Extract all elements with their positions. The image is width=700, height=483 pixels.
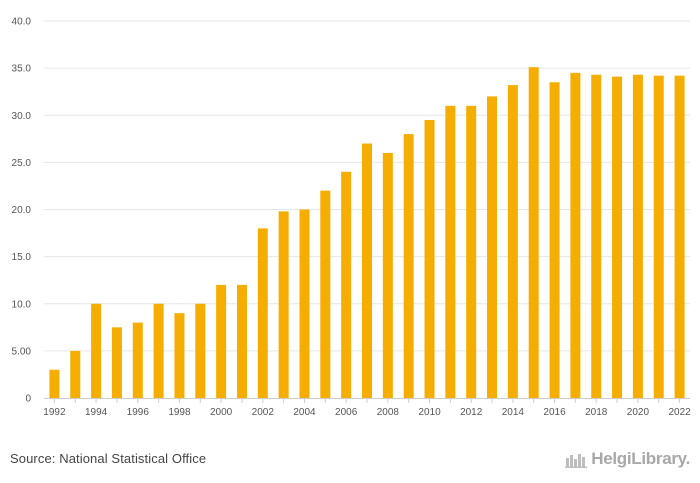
bar-2005[interactable]: [320, 190, 331, 398]
bar-1993[interactable]: [70, 350, 81, 398]
bar-2017[interactable]: [570, 72, 581, 399]
bar-2010[interactable]: [424, 119, 435, 399]
y-tick-label: 25.0: [12, 158, 32, 169]
bar-2002[interactable]: [257, 228, 268, 398]
x-tick-label: 2018: [585, 407, 608, 418]
bar-1994[interactable]: [91, 303, 102, 398]
bar-2021[interactable]: [653, 75, 664, 398]
bar-2001[interactable]: [236, 284, 247, 398]
bar-1992[interactable]: [49, 369, 60, 398]
bar-1998[interactable]: [174, 313, 185, 398]
bar-1996[interactable]: [132, 322, 143, 398]
x-tick-label: 2016: [543, 407, 566, 418]
x-tick-label: 1994: [85, 407, 108, 418]
x-tick-label: 2012: [460, 407, 483, 418]
bar-2016[interactable]: [549, 82, 560, 398]
bar-2019[interactable]: [612, 76, 623, 399]
bar-2020[interactable]: [632, 74, 643, 398]
y-tick-label: 10.0: [12, 299, 32, 310]
logo-text: HelgiLibrary.: [591, 449, 690, 468]
x-tick-label: 2004: [293, 407, 316, 418]
bar-2014[interactable]: [507, 85, 518, 398]
bar-2011[interactable]: [445, 105, 456, 398]
bar-2000[interactable]: [216, 284, 227, 398]
x-tick-label: 2020: [627, 407, 650, 418]
chart-footer: Source: National Statistical Office Helg…: [0, 440, 700, 480]
library-icon: [565, 454, 588, 468]
x-tick-label: 2022: [668, 407, 691, 418]
x-tick-label: 2010: [418, 407, 441, 418]
bar-2008[interactable]: [382, 152, 393, 398]
bar-1995[interactable]: [111, 327, 122, 398]
source-note: Source: National Statistical Office: [10, 451, 207, 466]
bar-2015[interactable]: [528, 67, 539, 399]
x-tick-label: 2006: [335, 407, 358, 418]
bar-2022[interactable]: [674, 75, 685, 398]
x-tick-label: 2000: [210, 407, 233, 418]
y-tick-label: 5.00: [12, 346, 32, 357]
y-tick-label: 15.0: [12, 252, 32, 263]
bar-2003[interactable]: [278, 211, 289, 398]
x-tick-label: 2002: [252, 407, 275, 418]
bar-2018[interactable]: [591, 74, 602, 398]
bar-1999[interactable]: [195, 303, 206, 398]
helgi-library-logo[interactable]: HelgiLibrary.: [565, 447, 690, 471]
bar-2006[interactable]: [341, 171, 352, 398]
bar-chart: 0 5.00 10.0 15.0 20.0 25.0 30.0 35.0 40.0 1992 199…: [12, 17, 692, 419]
y-tick-label: 30.0: [12, 111, 32, 122]
y-tick-label: 20.0: [12, 205, 32, 216]
x-tick-label: 1998: [168, 407, 191, 418]
y-tick-label: 0: [25, 394, 31, 405]
bar-2009[interactable]: [403, 134, 414, 398]
bar-2012[interactable]: [466, 105, 477, 398]
bar-2004[interactable]: [299, 209, 310, 399]
y-tick-label: 35.0: [12, 64, 32, 75]
x-tick-label: 1992: [43, 407, 66, 418]
x-tick-label: 2008: [377, 407, 400, 418]
x-tick-label: 1996: [127, 407, 150, 418]
x-tick-label: 2014: [502, 407, 525, 418]
bar-2013[interactable]: [487, 96, 498, 399]
y-tick-label: 40.0: [12, 17, 32, 28]
bar-2007[interactable]: [362, 143, 372, 398]
bar-1997[interactable]: [153, 303, 164, 398]
